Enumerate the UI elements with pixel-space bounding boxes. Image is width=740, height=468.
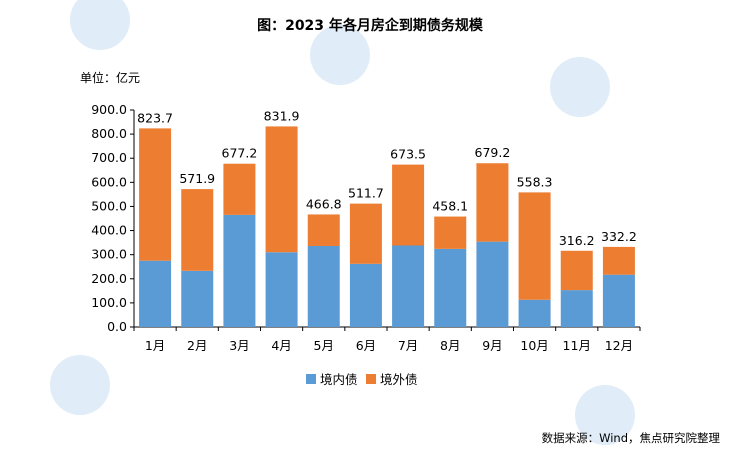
x-tick-label: 2月 <box>187 338 207 353</box>
bar-domestic <box>349 263 382 327</box>
y-axis: 0.0 100.0 200.0 300.0 400.0 500.0 600.0 700.0 80… <box>91 102 135 334</box>
x-tick-label: 11月 <box>563 338 591 353</box>
x-axis: 1月 2月 3月 4月 5月 6月 7月 8月 9月 10月 11月 12月 <box>133 326 641 353</box>
bar-domestic <box>139 260 172 327</box>
watermark-2 <box>300 20 380 94</box>
y-tick-label: 100.0 <box>91 295 127 310</box>
bar-domestic <box>223 214 256 327</box>
pie-logo-icon <box>50 355 110 415</box>
watermark-1 <box>40 0 150 54</box>
total-label: 316.2 <box>559 233 595 248</box>
y-tick-label: 400.0 <box>91 223 127 238</box>
legend-swatch-offshore <box>366 374 376 384</box>
y-tick-label: 900.0 <box>91 102 127 117</box>
y-tick-label: 700.0 <box>91 150 127 165</box>
chart-title: 图：2023 年各月房企到期债务规模 <box>257 17 484 34</box>
y-tick-label: 800.0 <box>91 126 127 141</box>
legend-label-offshore: 境外债 <box>380 372 418 387</box>
x-tick-label: 9月 <box>482 338 502 353</box>
pie-logo-icon <box>70 0 130 50</box>
bar-offshore <box>602 246 635 275</box>
bar-domestic <box>602 274 635 327</box>
y-tick-label: 300.0 <box>91 247 127 262</box>
pie-logo-icon <box>310 25 370 85</box>
bar-domestic <box>181 270 214 327</box>
bar-offshore <box>434 216 467 249</box>
bar-offshore <box>181 189 214 271</box>
x-tick-label: 5月 <box>314 338 334 353</box>
bar-offshore <box>518 192 551 300</box>
bar-offshore <box>265 126 298 253</box>
watermark-5 <box>570 380 650 454</box>
pie-logo-icon <box>550 57 610 117</box>
unit-label: 单位：亿元 <box>80 70 140 85</box>
bar-offshore <box>223 163 256 215</box>
y-tick-label: 200.0 <box>91 271 127 286</box>
bar-offshore <box>560 250 593 291</box>
bar-domestic <box>434 248 467 327</box>
y-tick-label: 600.0 <box>91 174 127 189</box>
data-labels: 823.7 571.9 677.2 831.9 466.8 511.7 673.5 458.1… <box>137 108 637 247</box>
bar-domestic <box>518 299 551 327</box>
legend-swatch-domestic <box>306 374 316 384</box>
total-label: 558.3 <box>517 174 553 189</box>
bar-domestic <box>307 245 340 327</box>
legend-label-domestic: 境内债 <box>320 372 358 387</box>
bar-offshore <box>476 163 509 242</box>
x-tick-label: 7月 <box>398 338 418 353</box>
total-label: 466.8 <box>306 196 342 211</box>
x-tick-label: 4月 <box>271 338 291 353</box>
source-note: 数据来源：Wind，焦点研究院整理 <box>542 431 721 445</box>
watermark-3 <box>545 55 625 129</box>
total-label: 511.7 <box>348 186 384 201</box>
x-tick-label: 10月 <box>520 338 548 353</box>
total-label: 677.2 <box>222 146 258 161</box>
y-tick-label: 500.0 <box>91 198 127 213</box>
x-tick-label: 8月 <box>440 338 460 353</box>
x-tick-label: 6月 <box>356 338 376 353</box>
legend: 境内债 境外债 <box>306 372 418 387</box>
total-label: 332.2 <box>601 229 637 244</box>
total-label: 823.7 <box>137 110 173 125</box>
bar-domestic <box>560 290 593 327</box>
bar-offshore <box>392 164 425 246</box>
x-tick-label: 1月 <box>145 338 165 353</box>
x-tick-label: 12月 <box>605 338 633 353</box>
total-label: 679.2 <box>475 145 511 160</box>
total-label: 458.1 <box>432 199 468 214</box>
bar-domestic <box>265 252 298 327</box>
watermark-4 <box>45 350 125 424</box>
total-label: 673.5 <box>390 147 426 162</box>
x-tick-label: 3月 <box>229 338 249 353</box>
bar-offshore <box>307 214 340 246</box>
bar-offshore <box>139 128 172 261</box>
bar-domestic <box>392 245 425 327</box>
total-label: 571.9 <box>179 171 215 186</box>
bar-offshore <box>349 203 382 264</box>
bars <box>139 126 635 327</box>
pie-logo-icon <box>575 385 635 445</box>
bar-domestic <box>476 241 509 327</box>
y-tick-label: 0.0 <box>107 319 127 334</box>
total-label: 831.9 <box>264 108 300 123</box>
